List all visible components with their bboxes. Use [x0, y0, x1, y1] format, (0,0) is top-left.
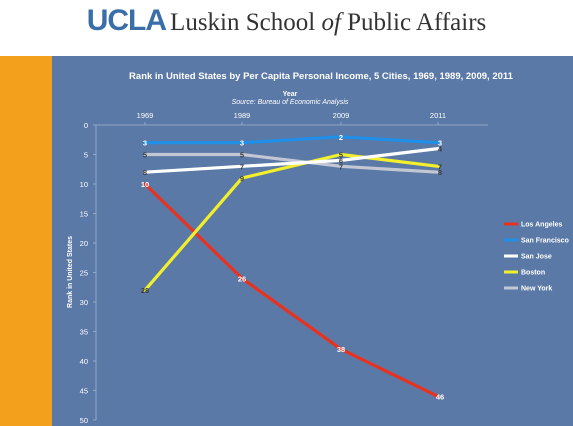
series-line-los-angeles — [143, 182, 440, 398]
data-label-boston: 7 — [438, 162, 442, 171]
y-tick-label: 5 — [84, 151, 88, 160]
data-label-san-francisco: 3 — [143, 139, 147, 148]
data-label-san-francisco: 3 — [240, 139, 244, 148]
y-tick-label: 45 — [80, 387, 88, 396]
data-label-san-jose: 6 — [339, 156, 343, 165]
data-label-new-york: 5 — [143, 151, 147, 160]
y-tick-label: 35 — [80, 328, 88, 337]
x-tick-label: 1989 — [234, 111, 251, 120]
chart-title: Rank in United States by Per Capita Pers… — [129, 71, 514, 82]
header-banner: UCLA Luskin School of Public Affairs — [0, 0, 573, 56]
series-line-new-york — [143, 152, 440, 174]
y-tick-label: 20 — [80, 239, 88, 248]
logo-school-of: of — [321, 9, 341, 36]
legend-label-san-francisco: San Francisco — [521, 238, 569, 245]
legend: Los Angeles San Francisco San Jose Boston Ne… — [504, 222, 569, 293]
y-tick-label: 30 — [80, 298, 88, 307]
y-tick-label: 0 — [84, 121, 88, 130]
chart-source: Source: Bureau of Economic Analysis — [232, 99, 349, 106]
legend-label-los-angeles: Los Angeles — [521, 222, 562, 229]
y-axis-label: Rank in United States — [67, 236, 74, 308]
y-tick-label: 25 — [80, 269, 88, 278]
logo-school-text: Luskin School of Public Affairs — [170, 9, 486, 36]
data-label-new-york: 7 — [339, 162, 343, 171]
logo-school-pre: Luskin School — [170, 9, 322, 36]
ucla-luskin-logo: UCLA Luskin School of Public Affairs — [0, 4, 573, 38]
data-label-boston: 5 — [339, 151, 343, 160]
series-line-san-jose — [143, 147, 440, 174]
logo-ucla-text: UCLA — [86, 4, 167, 37]
series-line-san-francisco — [143, 135, 440, 145]
y-tick-label: 10 — [80, 180, 88, 189]
logo-school-post: Public Affairs — [340, 9, 487, 36]
data-label-boston: 9 — [240, 174, 244, 183]
y-tick-label: 50 — [80, 416, 88, 425]
series-line-boston — [143, 152, 440, 292]
legend-label-san-jose: San Jose — [521, 254, 552, 261]
data-label-new-york: 5 — [240, 151, 244, 160]
x-axis-label: Year — [283, 91, 298, 98]
orange-sidebar — [0, 56, 52, 426]
data-label-los-angeles: 26 — [238, 274, 246, 283]
data-label-los-angeles: 10 — [141, 180, 149, 189]
data-label-san-francisco: 3 — [438, 139, 442, 148]
x-tick-label: 2009 — [333, 111, 350, 120]
y-tick-label: 15 — [80, 210, 88, 219]
y-tick-label: 40 — [80, 357, 88, 366]
data-label-los-angeles: 46 — [436, 392, 444, 401]
data-label-boston: 28 — [141, 286, 149, 295]
x-tick-label: 1969 — [137, 111, 154, 120]
legend-label-new-york: New York — [521, 286, 552, 293]
chart-background — [52, 56, 573, 426]
data-label-new-york: 8 — [438, 168, 442, 177]
data-label-san-francisco: 2 — [339, 133, 343, 142]
data-label-san-jose: 8 — [143, 168, 147, 177]
series-lines — [143, 135, 440, 398]
legend-label-boston: Boston — [521, 270, 545, 277]
x-tick-label: 2011 — [430, 111, 446, 120]
data-label-san-jose: 7 — [240, 162, 244, 171]
data-label-san-jose: 4 — [438, 145, 443, 154]
data-label-los-angeles: 38 — [337, 345, 345, 354]
